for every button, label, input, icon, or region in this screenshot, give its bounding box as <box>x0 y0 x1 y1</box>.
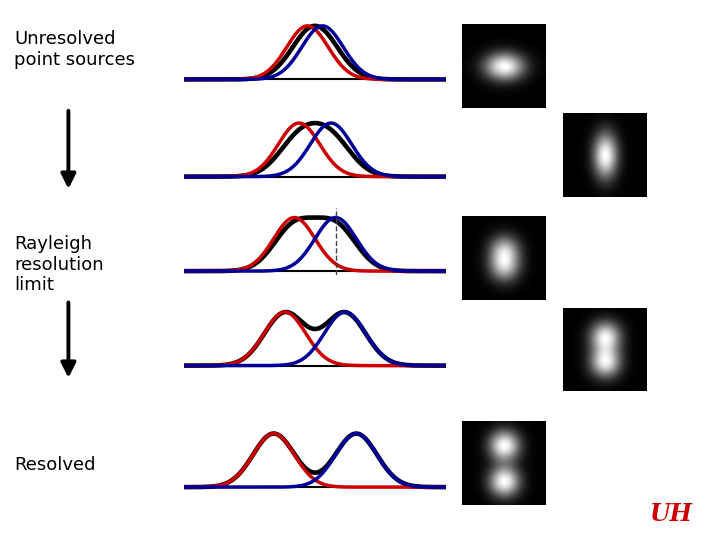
Text: Rayleigh
resolution
limit: Rayleigh resolution limit <box>14 235 104 294</box>
Text: Unresolved
point sources: Unresolved point sources <box>14 30 135 69</box>
Text: Resolved: Resolved <box>14 456 96 474</box>
Text: UH: UH <box>649 502 693 526</box>
